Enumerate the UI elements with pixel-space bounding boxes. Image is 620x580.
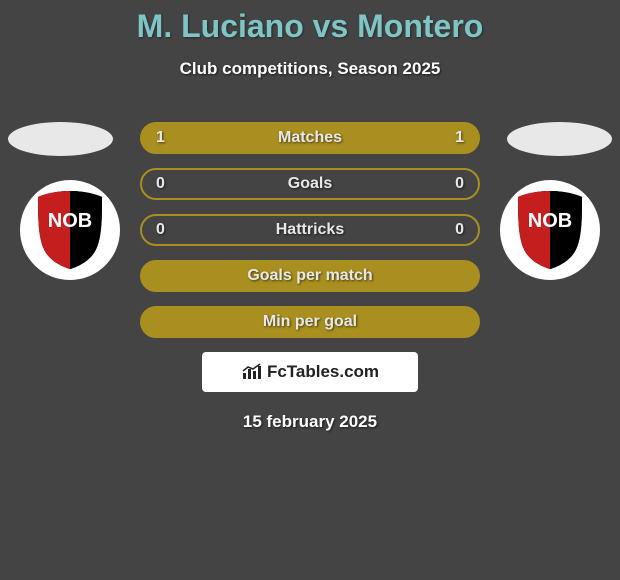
stat-bar-matches: 1 Matches 1	[140, 122, 480, 154]
player2-club-badge: NOB	[500, 180, 600, 280]
stat-bar-goals: 0 Goals 0	[140, 168, 480, 200]
title-player2: Montero	[357, 8, 483, 44]
player2-head-silhouette	[507, 122, 612, 156]
player1-club-badge: NOB	[20, 180, 120, 280]
date-text: 15 february 2025	[140, 412, 480, 432]
page-title: M. Luciano vs Montero	[0, 0, 620, 45]
title-player1: M. Luciano	[137, 8, 304, 44]
title-vs: vs	[313, 8, 349, 44]
stat-label: Goals per match	[142, 267, 478, 285]
player1-head-silhouette	[8, 122, 113, 156]
shield-icon: NOB	[34, 189, 106, 271]
shield-icon: NOB	[514, 189, 586, 271]
subtitle: Club competitions, Season 2025	[0, 59, 620, 79]
stats-container: 1 Matches 1 0 Goals 0 0 Hattricks 0 Goal…	[140, 122, 480, 432]
branding-box: FcTables.com	[202, 352, 418, 392]
stat-bar-min-per-goal: Min per goal	[140, 306, 480, 338]
chart-icon	[241, 363, 263, 381]
stat-label: Goals	[142, 175, 478, 193]
stat-label: Min per goal	[142, 313, 478, 331]
stat-bar-hattricks: 0 Hattricks 0	[140, 214, 480, 246]
shield-text: NOB	[528, 210, 572, 232]
stat-label: Hattricks	[142, 221, 478, 239]
shield-text: NOB	[48, 210, 92, 232]
branding-text: FcTables.com	[267, 362, 379, 382]
stat-label: Matches	[142, 129, 478, 147]
stat-bar-goals-per-match: Goals per match	[140, 260, 480, 292]
